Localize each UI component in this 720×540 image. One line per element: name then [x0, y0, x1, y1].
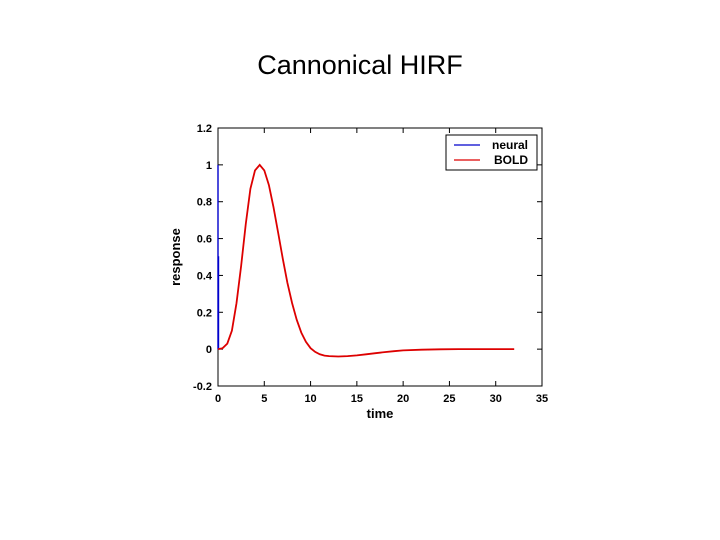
series-line-bold — [217, 163, 515, 358]
x-tick-label: 15 — [351, 393, 363, 405]
y-tick-label: 1.2 — [197, 123, 212, 135]
y-tick-label: 0.8 — [197, 197, 212, 209]
slide-title: Cannonical HIRF — [257, 50, 463, 80]
plot-area: 0 5 10 15 20 25 30 35-0.200.20.40.60.811.2 — [193, 123, 548, 405]
x-axis-label: time — [367, 406, 394, 421]
x-tick-label: 5 — [261, 393, 267, 405]
x-tick-label: 35 — [536, 393, 548, 405]
legend-label-bold: BOLD — [494, 153, 528, 167]
x-tick-label: 20 — [397, 393, 409, 405]
y-tick-label: -0.2 — [193, 381, 212, 393]
x-tick-label: 30 — [490, 393, 502, 405]
y-tick-label: 0.6 — [197, 234, 212, 246]
series-layer — [217, 163, 515, 358]
legend-box — [445, 134, 538, 171]
tick-labels: 0 5 10 15 20 25 30 35-0.200.20.40.60.811.2 — [193, 123, 548, 405]
x-tick-label: 25 — [443, 393, 455, 405]
y-tick-label: 0.2 — [197, 307, 212, 319]
x-tick-label: 10 — [304, 393, 316, 405]
y-tick-label: 1 — [206, 160, 212, 172]
y-axis-label: response — [168, 228, 183, 286]
tick-marks — [217, 127, 543, 387]
y-tick-label: 0.4 — [197, 270, 213, 282]
axes-box — [217, 127, 543, 387]
x-tick-label: 0 — [215, 393, 221, 405]
y-tick-label: 0 — [206, 344, 212, 356]
legend-label-neural: neural — [492, 138, 528, 152]
